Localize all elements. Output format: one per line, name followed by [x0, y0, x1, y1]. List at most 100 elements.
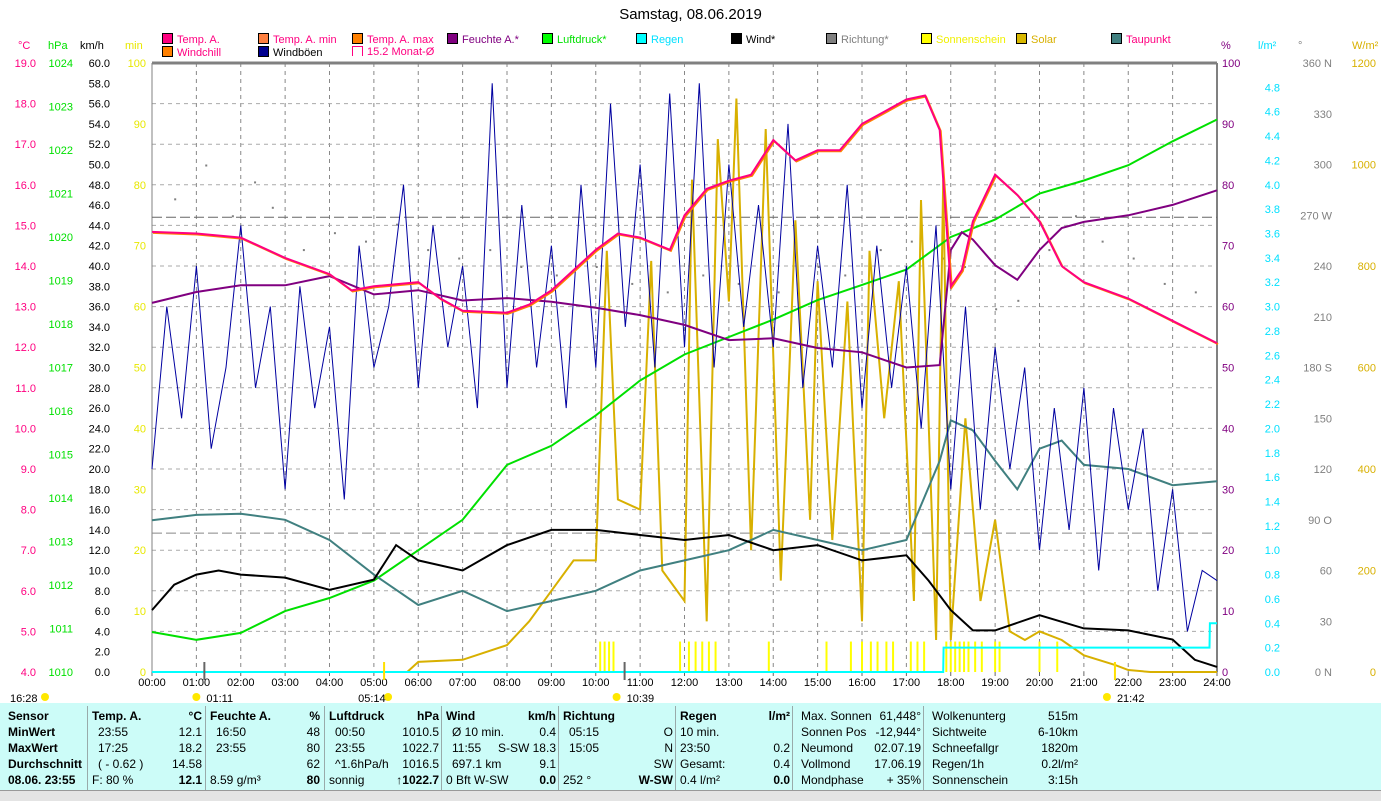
cell-value: W-SW: [638, 773, 673, 787]
wind-tick-label: 8.0: [95, 586, 110, 598]
rain-tick-label: 3.8: [1265, 204, 1280, 216]
direction-point: [302, 249, 305, 252]
direction-tick-label: 210: [1314, 312, 1332, 324]
legend-label: Temp. A.: [177, 34, 220, 46]
sun-tick-label: 20: [134, 545, 146, 557]
humidity-tick-label: 20: [1222, 545, 1234, 557]
pressure-tick-label: 1020: [49, 232, 73, 244]
solar-tick-label: 400: [1358, 464, 1376, 476]
time-tick-label: 23:00: [1159, 677, 1187, 689]
legend-swatch: [921, 33, 932, 44]
cell-value: 0.4: [773, 757, 790, 771]
wind-tick-label: 30.0: [89, 363, 110, 375]
sun-tick-label: 30: [134, 484, 146, 496]
column-header: Regen: [680, 709, 717, 723]
cell-value: 48: [306, 725, 320, 739]
column-header: Wind: [446, 709, 476, 723]
sun-tick-label: 70: [134, 241, 146, 253]
legend-swatch: [352, 46, 363, 56]
cell-label: ^1.6hPa/h: [335, 757, 389, 771]
direction-point: [702, 274, 705, 277]
direction-point: [844, 274, 847, 277]
rain-unit: l/m²: [1258, 40, 1277, 52]
humidity-tick-label: 40: [1222, 423, 1234, 435]
wind-tick-label: 38.0: [89, 281, 110, 293]
column-unit: °C: [188, 709, 202, 723]
temp-tick-label: 12.0: [15, 342, 36, 354]
cell-value: S-SW 18.3: [497, 741, 556, 755]
pressure-tick-label: 1017: [49, 363, 73, 375]
rain-tick-label: 4.0: [1265, 180, 1280, 192]
temp-unit: °C: [18, 40, 31, 52]
sun-tick-label: 50: [134, 363, 146, 375]
legend-swatch: [447, 33, 458, 44]
direction-point: [396, 223, 399, 226]
misc-value: 0.2l/m²: [1041, 757, 1078, 771]
chart-title: Samstag, 08.06.2019: [619, 6, 762, 23]
time-tick-label: 09:00: [538, 677, 566, 689]
row-label: Sensor: [8, 709, 49, 723]
time-tick-label: 00:00: [138, 677, 166, 689]
legend-swatch: [162, 33, 173, 44]
rain-tick-label: 1.4: [1265, 496, 1280, 508]
series-regen-line: [152, 622, 1217, 673]
direction-point: [174, 198, 177, 201]
column-unit: hPa: [416, 709, 439, 723]
humidity-tick-label: 10: [1222, 606, 1234, 618]
cell-value: 12.1: [178, 725, 202, 739]
legend-label: Luftdruck*: [557, 34, 607, 46]
wind-tick-label: 48.0: [89, 180, 110, 192]
direction-point: [1048, 249, 1051, 252]
misc-value: 1820m: [1041, 741, 1078, 755]
legend-item: Solar: [1016, 33, 1057, 46]
legend-swatch: [731, 33, 742, 44]
sun-tick-label: 40: [134, 423, 146, 435]
direction-point: [737, 282, 740, 285]
column-header: Feuchte A.: [210, 709, 271, 723]
legend-item: Feuchte A.*: [447, 33, 519, 46]
column-separator: [558, 706, 559, 790]
wind-unit: km/h: [80, 40, 104, 52]
legend-item: Luftdruck*: [542, 33, 607, 46]
row-label: 08.06. 23:55: [8, 773, 76, 787]
direction-point: [271, 206, 274, 209]
rain-tick-label: 0.6: [1265, 594, 1280, 606]
series-wind-line: [151, 528, 1218, 668]
legend-swatch: [258, 46, 269, 57]
cell-label: 00:50: [335, 725, 366, 739]
temp-tick-label: 8.0: [21, 505, 36, 517]
cell-value: 14.58: [171, 757, 202, 771]
wind-tick-label: 60.0: [89, 58, 110, 70]
temp-tick-label: 11.0: [15, 383, 36, 395]
astro-value: 02.07.19: [874, 741, 921, 755]
time-tick-label: 10:00: [582, 677, 610, 689]
moonset-icon: [192, 693, 201, 701]
rain-tick-label: 2.4: [1265, 375, 1280, 387]
column-separator: [441, 706, 442, 790]
stats-table: Sensor MinWert MaxWert Durchschnitt 08.06. 2…: [0, 703, 1381, 790]
legend-item: Windböen: [258, 46, 323, 59]
cell-label: 17:25: [98, 741, 129, 755]
legend-label: Temp. A. max: [367, 34, 434, 46]
pressure-tick-label: 1023: [49, 102, 73, 114]
wind-tick-label: 14.0: [89, 525, 110, 537]
column-separator: [324, 706, 325, 790]
weather-chart: 19.0 18.0 17.0 16.0 15.0 14.0 13.0 12.0 11.0 10.0…: [10, 58, 1376, 703]
direction-point: [1075, 215, 1077, 218]
wind-tick-label: 44.0: [89, 220, 110, 232]
wind-tick-label: 10.0: [89, 566, 110, 578]
direction-tick-label: 120: [1314, 464, 1332, 476]
astro-value: -12,944°: [875, 725, 922, 739]
legend-item: 15.2 Monat-Ø: [352, 46, 434, 58]
sunrise-icon: [384, 693, 393, 701]
cloud-icon: [41, 693, 49, 701]
cell-label: F: 80 %: [92, 773, 134, 787]
humidity-unit: %: [1221, 40, 1231, 52]
series-windb-en-line: [151, 83, 1218, 632]
wind-tick-label: 32.0: [89, 342, 110, 354]
temp-tick-label: 18.0: [15, 99, 36, 111]
sunset-icon: [1102, 693, 1111, 701]
time-tick-label: 18:00: [937, 677, 965, 689]
legend-label: Windchill: [177, 47, 222, 59]
humidity-tick-label: 0: [1222, 667, 1228, 679]
